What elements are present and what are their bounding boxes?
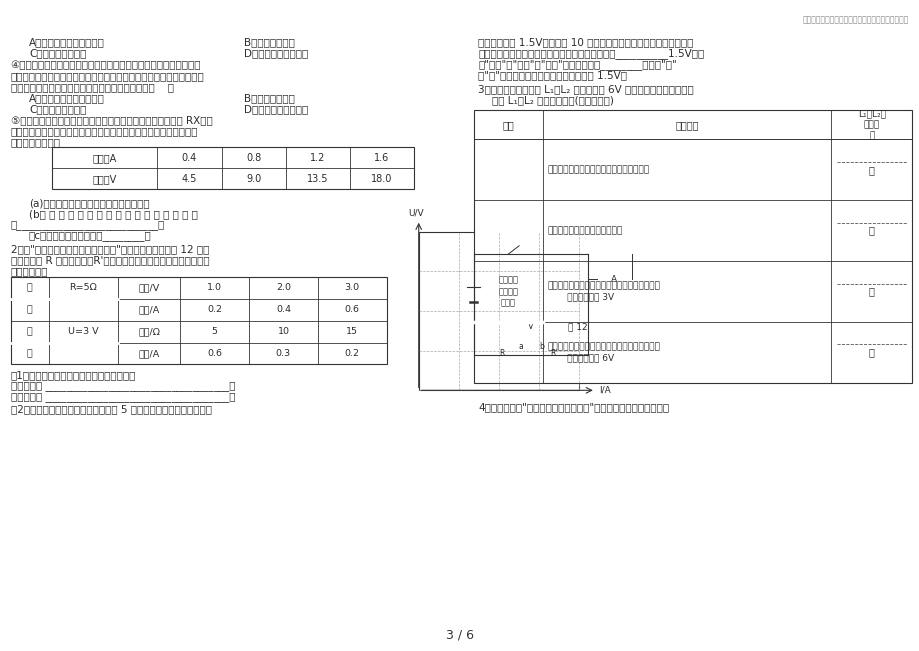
Text: R': R' — [550, 349, 557, 358]
Text: 电流／A: 电流／A — [92, 153, 117, 163]
Text: 电阻/Ω: 电阻/Ω — [138, 327, 160, 336]
Text: A、滑动变阻器接触不良；: A、滑动变阻器接触不良； — [28, 93, 105, 103]
Text: 4.5: 4.5 — [182, 174, 197, 184]
Text: 源电压），电流表的示数为零。移动滑动变阻器的滑片时，电压表读数: 源电压），电流表的示数为零。移动滑动变阻器的滑片时，电压表读数 — [10, 71, 204, 81]
Text: 3．两盏完全相同的灯 L₁、L₂ 接在电压为 6V 的电源上都能发光，现要: 3．两盏完全相同的灯 L₁、L₂ 接在电压为 6V 的电源上都能发光，现要 — [478, 84, 693, 94]
Text: 15: 15 — [346, 327, 357, 336]
Text: 由表二可得 ___________________________________。: 由表二可得 __________________________________… — [10, 393, 235, 402]
Text: 填"大于"、"小于"或"等于"）。因此要向________（选填"右": 填"大于"、"小于"或"等于"）。因此要向________（选填"右" — [478, 59, 676, 70]
Text: 0.2: 0.2 — [345, 349, 359, 358]
Text: V: V — [528, 322, 533, 331]
Text: 4．小明同学做"测定一个小灯泡的功率"的实验，所用灯泡的额定电: 4．小明同学做"测定一个小灯泡的功率"的实验，所用灯泡的额定电 — [478, 402, 669, 412]
Bar — [51, 147, 414, 189]
Text: B、开关接触不良: B、开关接触不良 — [244, 93, 295, 103]
Bar — [418, 232, 579, 391]
Text: C、小灯泡两端短路: C、小灯泡两端短路 — [28, 48, 86, 58]
Text: 方法一：用导线把电压表并在某盏灯的两端，若
       电压表示数是 3V: 方法一：用导线把电压表并在某盏灯的两端，若 电压表示数是 3V — [547, 281, 659, 301]
Text: 联: 联 — [868, 347, 874, 357]
Text: 3 / 6: 3 / 6 — [446, 629, 473, 642]
Text: 18.0: 18.0 — [371, 174, 392, 184]
Text: 文档供参考，可复制、编辑，期待您的好评与关注！: 文档供参考，可复制、编辑，期待您的好评与关注！ — [802, 16, 909, 25]
Text: R=5Ω: R=5Ω — [70, 283, 97, 292]
Text: U/V: U/V — [408, 208, 424, 217]
Text: B、开关接触不良: B、开关接触不良 — [244, 37, 295, 47]
Text: 由表一可得 ___________________________________。: 由表一可得 __________________________________… — [10, 381, 235, 391]
Text: b: b — [539, 342, 543, 352]
Text: 电压/V: 电压/V — [138, 283, 160, 292]
Text: 图 12: 图 12 — [567, 322, 586, 331]
Text: 10: 10 — [278, 327, 289, 336]
Text: 的数值，见下表。: 的数值，见下表。 — [10, 137, 61, 148]
Text: 电流/A: 电流/A — [138, 305, 160, 314]
Text: 论___________________________。: 论___________________________。 — [10, 220, 165, 230]
Text: 2．在"研究电流跟电压、电阻的关系"时，同学们设计如图 12 的电: 2．在"研究电流跟电压、电阻的关系"时，同学们设计如图 12 的电 — [10, 244, 209, 254]
Text: R: R — [499, 349, 505, 358]
Bar — [533, 349, 573, 361]
Text: 9.0: 9.0 — [245, 174, 261, 184]
Text: 条件: 条件 — [502, 120, 514, 130]
Text: 联: 联 — [868, 286, 874, 296]
Text: 判断 L₁、L₂ 的连接方式。(请完成下表): 判断 L₁、L₂ 的连接方式。(请完成下表) — [492, 95, 613, 105]
Text: 0.8: 0.8 — [245, 153, 261, 163]
Text: 或"左"）调节滑片，使电压表的示数仍为 1.5V。: 或"左"）调节滑片，使电压表的示数仍为 1.5V。 — [478, 70, 627, 80]
Text: 1.2: 1.2 — [310, 153, 325, 163]
Text: A、滑动变阻器接触不良；: A、滑动变阻器接触不良； — [28, 37, 105, 47]
Text: 一: 一 — [27, 305, 33, 314]
Text: 1.0: 1.0 — [207, 283, 221, 292]
Text: 0.2: 0.2 — [207, 305, 221, 314]
Text: 0.4: 0.4 — [276, 305, 290, 314]
Text: 0.3: 0.3 — [276, 349, 290, 358]
Text: 0.4: 0.4 — [182, 153, 197, 163]
Text: (a)请你根据表格将数据绘制到图表中去。: (a)请你根据表格将数据绘制到图表中去。 — [28, 198, 150, 208]
Text: 0.6: 0.6 — [345, 305, 359, 314]
Text: a: a — [517, 342, 523, 352]
Text: 验中，小明通过改变滑动变阻器的阻值，由电流表、电压表读出相应: 验中，小明通过改变滑动变阻器的阻值，由电流表、电压表读出相应 — [10, 126, 198, 137]
Text: （1）根据表中实验数据，可得出如下结论：: （1）根据表中实验数据，可得出如下结论： — [10, 370, 136, 380]
Text: 变阻器滑片的位置，合上开关后，电压表的示数将__________1.5V（选: 变阻器滑片的位置，合上开关后，电压表的示数将__________1.5V（选 — [478, 48, 704, 59]
Text: 表: 表 — [27, 283, 33, 292]
Text: 0.6: 0.6 — [207, 349, 221, 358]
Text: 13.5: 13.5 — [307, 174, 328, 184]
Text: 联: 联 — [868, 165, 874, 175]
Text: ⑤、小明自带某一段电炉丝的电阻，于是他用电炉丝换下电阻 RX。实: ⑤、小明自带某一段电炉丝的电阻，于是他用电炉丝换下电阻 RX。实 — [10, 115, 212, 126]
Text: 方法二：用导线把电压表并在某盏灯的两端，若
       电压表示数是 6V: 方法二：用导线把电压表并在某盏灯的两端，若 电压表示数是 6V — [547, 342, 659, 362]
Text: （2）在研究电流与电阻关系时，先用 5 欧的定值电阻进行实验，使电: （2）在研究电流与电阻关系时，先用 5 欧的定值电阻进行实验，使电 — [10, 404, 211, 415]
Text: 1.6: 1.6 — [374, 153, 390, 163]
Text: A: A — [610, 275, 617, 284]
Text: 2.0: 2.0 — [276, 283, 290, 292]
Text: 备一只电
压表及若
干导线: 备一只电 压表及若 干导线 — [497, 276, 517, 307]
Text: 二: 二 — [27, 349, 33, 358]
Text: 3.0: 3.0 — [345, 283, 359, 292]
Bar — [10, 277, 386, 365]
Text: 一和表二中。: 一和表二中。 — [10, 266, 48, 276]
Text: 取下一盏灯，若另一盏灯不发光: 取下一盏灯，若另一盏灯不发光 — [547, 226, 622, 235]
Text: 方法一：取下一盏灯，若另一盏灯仍能发光: 方法一：取下一盏灯，若另一盏灯仍能发光 — [547, 165, 649, 174]
Text: C、不灯泡两端短路: C、不灯泡两端短路 — [28, 104, 86, 114]
Text: 路图，其中 R 为定值电阻，R'为滑动变阻器，实验后的数据记录于表: 路图，其中 R 为定值电阻，R'为滑动变阻器，实验后的数据记录于表 — [10, 255, 209, 265]
Text: U=3 V: U=3 V — [68, 327, 98, 336]
Text: 压表的示数为 1.5V，再换用 10 欧的定值电阻时，某同学没有改变滑动: 压表的示数为 1.5V，再换用 10 欧的定值电阻时，某同学没有改变滑动 — [478, 37, 693, 47]
Text: 电流/A: 电流/A — [138, 349, 160, 358]
Text: 5: 5 — [211, 327, 218, 336]
Text: (b） 由 表 格 内 容 及 作 出 的 图 分 析 可 得 出 结: (b） 由 表 格 内 容 及 作 出 的 图 分 析 可 得 出 结 — [28, 209, 198, 219]
Bar — [482, 349, 522, 361]
Text: D、小灯泡的灯丝断了: D、小灯泡的灯丝断了 — [244, 48, 309, 58]
Text: ④、小明正确连接电路，当接通开关后，发现电压表有示数（等于电: ④、小明正确连接电路，当接通开关后，发现电压表有示数（等于电 — [10, 60, 201, 70]
Text: 表: 表 — [27, 327, 33, 336]
Text: 基本没变化，电流表示数始终为零。其原因可能是（    ）: 基本没变化，电流表示数始终为零。其原因可能是（ ） — [10, 82, 174, 92]
Text: I/A: I/A — [599, 386, 610, 395]
Text: L₁、L₂的
连接方
式: L₁、L₂的 连接方 式 — [857, 109, 885, 141]
Bar — [473, 110, 912, 383]
Text: 判断方法: 判断方法 — [675, 120, 698, 130]
Text: 电压／V: 电压／V — [92, 174, 117, 184]
Text: （c）测出电炉丝的电阻为________。: （c）测出电炉丝的电阻为________。 — [28, 231, 152, 241]
Text: 联: 联 — [868, 226, 874, 236]
Text: D、小灯泡的灯丝断了: D、小灯泡的灯丝断了 — [244, 104, 309, 114]
